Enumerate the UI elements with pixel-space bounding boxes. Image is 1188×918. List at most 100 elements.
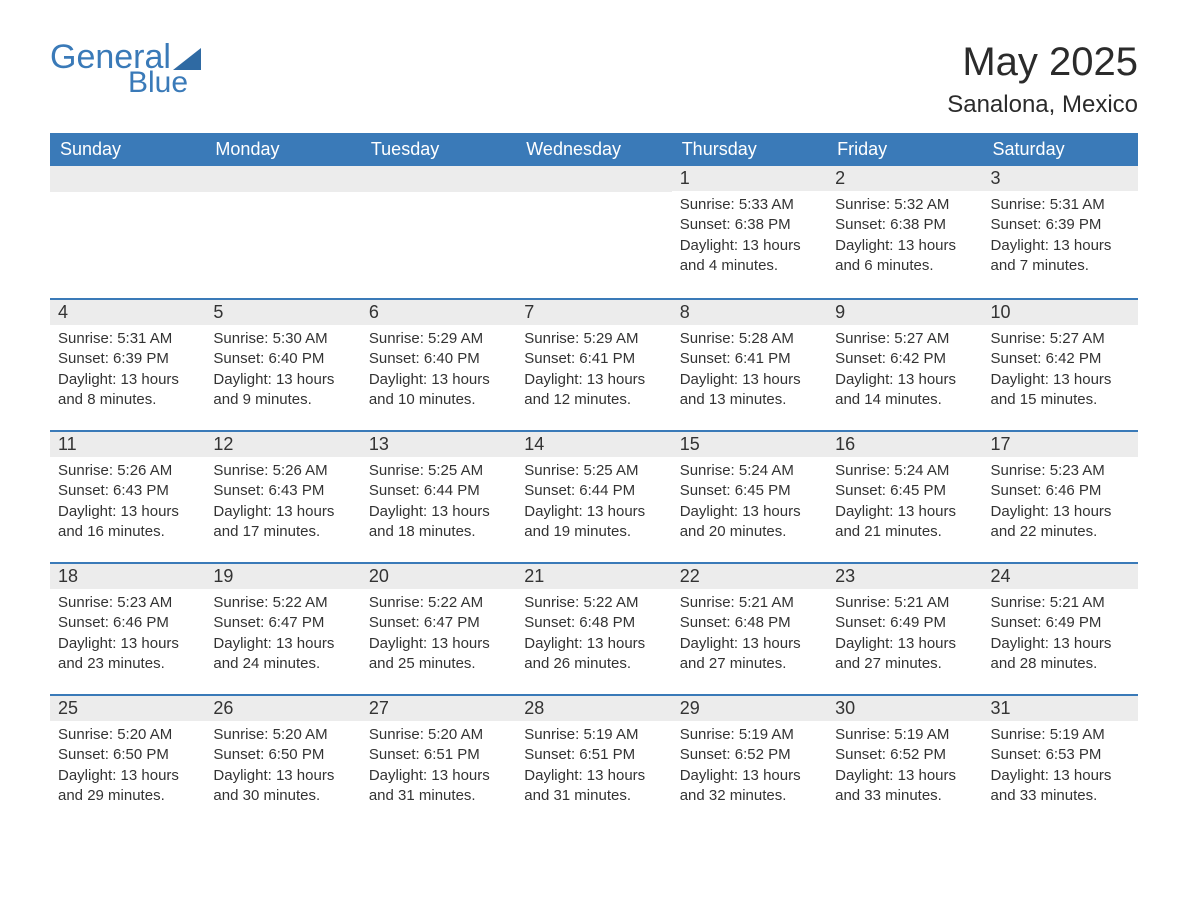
- daylight-line: Daylight: 13 hours and 17 minutes.: [213, 502, 352, 543]
- sunrise-line: Sunrise: 5:23 AM: [991, 461, 1130, 481]
- daylight-line: Daylight: 13 hours and 21 minutes.: [835, 502, 974, 543]
- sunrise-line: Sunrise: 5:27 AM: [835, 329, 974, 349]
- day-details: Sunrise: 5:23 AMSunset: 6:46 PMDaylight:…: [50, 589, 205, 680]
- calendar-table: SundayMondayTuesdayWednesdayThursdayFrid…: [50, 133, 1138, 826]
- daylight-line: Daylight: 13 hours and 32 minutes.: [680, 766, 819, 807]
- daylight-line: Daylight: 13 hours and 27 minutes.: [835, 634, 974, 675]
- day-details: Sunrise: 5:29 AMSunset: 6:40 PMDaylight:…: [361, 325, 516, 416]
- sunrise-line: Sunrise: 5:31 AM: [991, 195, 1130, 215]
- day-details: Sunrise: 5:19 AMSunset: 6:52 PMDaylight:…: [672, 721, 827, 812]
- calendar-cell: 26Sunrise: 5:20 AMSunset: 6:50 PMDayligh…: [205, 694, 360, 826]
- day-number: 18: [50, 562, 205, 589]
- empty-day: [516, 166, 671, 192]
- day-details: Sunrise: 5:24 AMSunset: 6:45 PMDaylight:…: [672, 457, 827, 548]
- sunrise-line: Sunrise: 5:23 AM: [58, 593, 197, 613]
- sunrise-line: Sunrise: 5:21 AM: [835, 593, 974, 613]
- calendar-cell: [50, 166, 205, 298]
- day-details: Sunrise: 5:23 AMSunset: 6:46 PMDaylight:…: [983, 457, 1138, 548]
- sunset-line: Sunset: 6:50 PM: [58, 745, 197, 765]
- day-number: 6: [361, 298, 516, 325]
- day-details: Sunrise: 5:27 AMSunset: 6:42 PMDaylight:…: [983, 325, 1138, 416]
- calendar-cell: [361, 166, 516, 298]
- day-number: 20: [361, 562, 516, 589]
- day-details: Sunrise: 5:24 AMSunset: 6:45 PMDaylight:…: [827, 457, 982, 548]
- daylight-line: Daylight: 13 hours and 6 minutes.: [835, 236, 974, 277]
- calendar-week: 11Sunrise: 5:26 AMSunset: 6:43 PMDayligh…: [50, 430, 1138, 562]
- day-header: Friday: [827, 133, 982, 166]
- sunrise-line: Sunrise: 5:19 AM: [991, 725, 1130, 745]
- daylight-line: Daylight: 13 hours and 29 minutes.: [58, 766, 197, 807]
- day-details: Sunrise: 5:25 AMSunset: 6:44 PMDaylight:…: [516, 457, 671, 548]
- daylight-line: Daylight: 13 hours and 33 minutes.: [991, 766, 1130, 807]
- day-details: Sunrise: 5:21 AMSunset: 6:49 PMDaylight:…: [827, 589, 982, 680]
- day-number: 2: [827, 166, 982, 191]
- daylight-line: Daylight: 13 hours and 28 minutes.: [991, 634, 1130, 675]
- sunset-line: Sunset: 6:39 PM: [991, 215, 1130, 235]
- day-number: 30: [827, 694, 982, 721]
- day-number: 15: [672, 430, 827, 457]
- sunset-line: Sunset: 6:46 PM: [58, 613, 197, 633]
- day-header: Sunday: [50, 133, 205, 166]
- calendar-cell: 24Sunrise: 5:21 AMSunset: 6:49 PMDayligh…: [983, 562, 1138, 694]
- calendar-cell: 15Sunrise: 5:24 AMSunset: 6:45 PMDayligh…: [672, 430, 827, 562]
- sunrise-line: Sunrise: 5:20 AM: [58, 725, 197, 745]
- calendar-cell: 1Sunrise: 5:33 AMSunset: 6:38 PMDaylight…: [672, 166, 827, 298]
- calendar-cell: 3 Sunrise: 5:31 AMSunset: 6:39 PMDaylight…: [983, 166, 1138, 298]
- day-number: 3: [983, 166, 1138, 191]
- sunset-line: Sunset: 6:48 PM: [680, 613, 819, 633]
- calendar-cell: [516, 166, 671, 298]
- daylight-line: Daylight: 13 hours and 7 minutes.: [991, 236, 1130, 277]
- calendar-week: 25Sunrise: 5:20 AMSunset: 6:50 PMDayligh…: [50, 694, 1138, 826]
- day-details: Sunrise: 5:31 AMSunset: 6:39 PMDaylight:…: [50, 325, 205, 416]
- calendar-cell: 25Sunrise: 5:20 AMSunset: 6:50 PMDayligh…: [50, 694, 205, 826]
- daylight-line: Daylight: 13 hours and 15 minutes.: [991, 370, 1130, 411]
- sunset-line: Sunset: 6:51 PM: [524, 745, 663, 765]
- daylight-line: Daylight: 13 hours and 18 minutes.: [369, 502, 508, 543]
- calendar-cell: 19Sunrise: 5:22 AMSunset: 6:47 PMDayligh…: [205, 562, 360, 694]
- daylight-line: Daylight: 13 hours and 8 minutes.: [58, 370, 197, 411]
- day-header: Wednesday: [516, 133, 671, 166]
- day-details: Sunrise: 5:22 AMSunset: 6:47 PMDaylight:…: [361, 589, 516, 680]
- sunrise-line: Sunrise: 5:21 AM: [680, 593, 819, 613]
- sunset-line: Sunset: 6:42 PM: [991, 349, 1130, 369]
- sunrise-line: Sunrise: 5:32 AM: [835, 195, 974, 215]
- day-details: Sunrise: 5:20 AMSunset: 6:51 PMDaylight:…: [361, 721, 516, 812]
- day-details: Sunrise: 5:30 AMSunset: 6:40 PMDaylight:…: [205, 325, 360, 416]
- daylight-line: Daylight: 13 hours and 14 minutes.: [835, 370, 974, 411]
- daylight-line: Daylight: 13 hours and 31 minutes.: [369, 766, 508, 807]
- empty-day: [50, 166, 205, 192]
- calendar-week: 1Sunrise: 5:33 AMSunset: 6:38 PMDaylight…: [50, 166, 1138, 298]
- sunset-line: Sunset: 6:38 PM: [835, 215, 974, 235]
- day-details: Sunrise: 5:22 AMSunset: 6:48 PMDaylight:…: [516, 589, 671, 680]
- daylight-line: Daylight: 13 hours and 31 minutes.: [524, 766, 663, 807]
- daylight-line: Daylight: 13 hours and 13 minutes.: [680, 370, 819, 411]
- daylight-line: Daylight: 13 hours and 27 minutes.: [680, 634, 819, 675]
- sunset-line: Sunset: 6:44 PM: [369, 481, 508, 501]
- day-details: Sunrise: 5:19 AMSunset: 6:52 PMDaylight:…: [827, 721, 982, 812]
- sunrise-line: Sunrise: 5:28 AM: [680, 329, 819, 349]
- calendar-week: 18Sunrise: 5:23 AMSunset: 6:46 PMDayligh…: [50, 562, 1138, 694]
- daylight-line: Daylight: 13 hours and 16 minutes.: [58, 502, 197, 543]
- sunset-line: Sunset: 6:43 PM: [213, 481, 352, 501]
- title-block: May 2025 Sanalona, Mexico: [947, 40, 1138, 119]
- day-details: Sunrise: 5:19 AMSunset: 6:53 PMDaylight:…: [983, 721, 1138, 812]
- calendar-cell: 13 Sunrise: 5:25 AMSunset: 6:44 PMDayligh…: [361, 430, 516, 562]
- day-number: 17: [983, 430, 1138, 457]
- day-number: 4: [50, 298, 205, 325]
- day-number: 16: [827, 430, 982, 457]
- calendar-cell: 2Sunrise: 5:32 AMSunset: 6:38 PMDaylight…: [827, 166, 982, 298]
- day-number: 27: [361, 694, 516, 721]
- sunrise-line: Sunrise: 5:20 AM: [369, 725, 508, 745]
- sunrise-line: Sunrise: 5:25 AM: [369, 461, 508, 481]
- day-details: Sunrise: 5:32 AMSunset: 6:38 PMDaylight:…: [827, 191, 982, 282]
- sunrise-line: Sunrise: 5:22 AM: [213, 593, 352, 613]
- day-number: 13: [361, 430, 516, 457]
- brand-logo: General Blue: [50, 40, 201, 98]
- calendar-cell: 17Sunrise: 5:23 AMSunset: 6:46 PMDayligh…: [983, 430, 1138, 562]
- sunrise-line: Sunrise: 5:30 AM: [213, 329, 352, 349]
- day-number: 26: [205, 694, 360, 721]
- daylight-line: Daylight: 13 hours and 30 minutes.: [213, 766, 352, 807]
- sunset-line: Sunset: 6:45 PM: [680, 481, 819, 501]
- day-number: 23: [827, 562, 982, 589]
- sunset-line: Sunset: 6:41 PM: [680, 349, 819, 369]
